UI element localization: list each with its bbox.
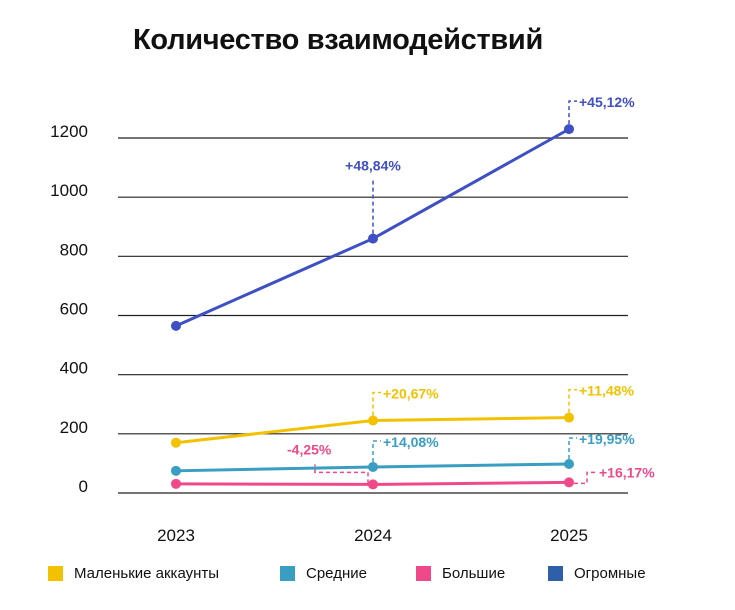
legend-item: Большие	[416, 565, 505, 582]
legend: Маленькие аккаунты Средние Большие Огромные	[48, 565, 688, 585]
data-point	[564, 412, 574, 423]
data-point	[368, 479, 378, 490]
annotation-label: +48,84%	[345, 158, 401, 174]
data-point	[171, 478, 181, 489]
annotation-label: +14,08%	[383, 434, 439, 450]
data-point	[564, 124, 574, 135]
data-point	[564, 459, 574, 470]
annotation-label: +16,17%	[599, 464, 655, 480]
data-point	[171, 320, 181, 331]
annotation-connector	[568, 388, 577, 413]
legend-item: Маленькие аккаунты	[48, 565, 219, 582]
legend-label: Маленькие аккаунты	[74, 565, 220, 582]
annotation-label: -4,25%	[287, 441, 332, 457]
series-0	[171, 412, 574, 448]
annotation-connector	[314, 464, 369, 484]
y-axis-tick-labels: 0 200 400 600 800 1000 1200	[50, 122, 88, 496]
legend-item: Средние	[280, 565, 367, 582]
data-point	[368, 461, 378, 472]
y-tick-label: 1200	[50, 122, 88, 141]
y-tick-label: 400	[60, 359, 88, 378]
annotation-label: +19,95%	[579, 431, 635, 447]
y-tick-label: 1000	[50, 181, 88, 200]
annotation-label: +11,48%	[579, 383, 634, 399]
data-point	[368, 415, 378, 426]
x-tick-label: 2023	[157, 526, 195, 545]
x-axis-tick-labels: 2023 2024 2025	[157, 526, 588, 545]
data-point	[368, 233, 378, 244]
legend-label: Огромные	[574, 565, 646, 582]
y-tick-label: 600	[60, 300, 88, 319]
data-point	[564, 477, 574, 488]
x-tick-label: 2024	[354, 526, 392, 545]
legend-swatch	[416, 566, 431, 581]
legend-swatch	[548, 566, 563, 581]
series-lines	[171, 124, 574, 490]
series-2	[171, 477, 574, 490]
data-point	[171, 465, 181, 476]
chart-title: Количество взаимодействий	[133, 24, 543, 56]
annotation-connector	[568, 100, 577, 125]
y-tick-label: 200	[60, 418, 88, 437]
annotation-connector	[372, 440, 381, 462]
legend-label: Средние	[306, 565, 367, 582]
annotations: +20,67% +11,48% +14,08% +19,95% -4,25% +16,17…	[287, 94, 655, 485]
annotation-label: +45,12%	[579, 94, 635, 110]
annotation-connector	[568, 437, 577, 460]
series-1	[171, 459, 574, 476]
y-tick-label: 0	[79, 477, 88, 496]
data-point	[171, 437, 181, 448]
legend-item: Огромные	[548, 565, 646, 582]
annotation-label: +20,67%	[383, 386, 439, 402]
x-tick-label: 2025	[550, 526, 588, 545]
legend-label: Большие	[442, 565, 506, 582]
annotation-connector	[372, 391, 381, 416]
y-tick-label: 800	[60, 240, 88, 259]
annotation-connector	[574, 471, 595, 485]
legend-swatch	[280, 566, 295, 581]
legend-swatch	[48, 566, 63, 581]
series-3	[171, 124, 574, 331]
